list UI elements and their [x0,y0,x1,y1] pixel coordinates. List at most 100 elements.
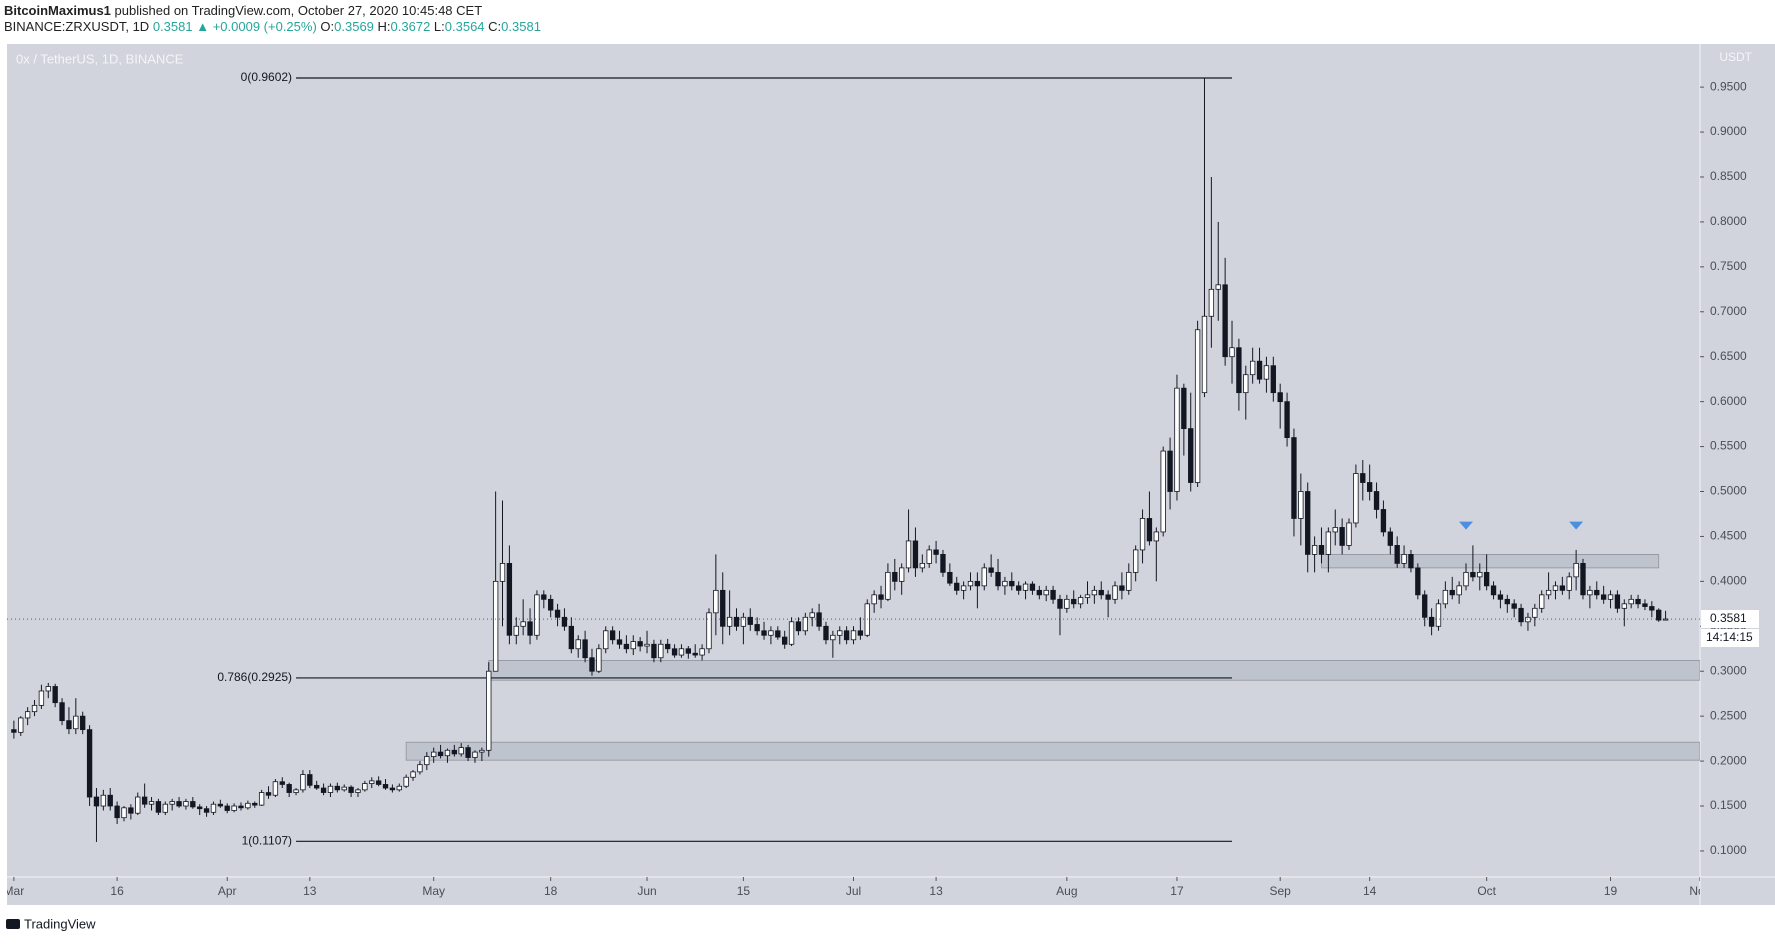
y-axis: 0.10000.15000.20000.25000.30000.35000.40… [1700,79,1759,857]
candle-body [1656,609,1662,621]
candle-body [1077,597,1084,605]
candle-body [527,621,533,636]
candle-body [1339,527,1345,546]
candle-body [403,776,409,787]
candle-body [1532,607,1538,618]
candle-body [375,780,382,785]
candle-body [1428,616,1435,627]
candle-body [926,549,932,564]
x-tick-label: Aug [1056,884,1077,898]
candle-body [1539,594,1545,609]
candle-body [231,805,237,811]
candle-body [568,625,575,650]
candle-body [1284,401,1290,438]
candle-body [548,598,554,611]
candle-body [1009,580,1015,587]
candle-body [1483,571,1490,587]
candle-body [1112,585,1118,600]
candle-body [1353,473,1359,524]
candle-body [919,562,925,569]
y-tick-label: 0.5500 [1710,439,1747,453]
candle-body [699,648,705,656]
candle-body [224,805,230,811]
candle-body [1662,618,1669,621]
candle-body [479,749,485,753]
o-label: O: [320,19,335,34]
x-tick-label: Mar [4,884,25,898]
candle-body [327,785,334,793]
price: 0.3581 [152,19,193,34]
candle-body [135,796,141,814]
y-tick-label: 0.9000 [1710,124,1747,138]
o-value: 0.3569 [334,19,374,34]
x-tick-label: 13 [929,884,943,898]
candle-body [437,751,444,757]
candle-body [389,787,396,791]
candle-body [1525,616,1531,623]
candle-body [1621,603,1627,609]
candle-body [334,785,341,791]
marker [1459,521,1474,530]
candle-body [451,749,458,755]
x-tick-label: 14 [1363,884,1377,898]
candle-body [1635,598,1641,605]
candle-body [816,612,822,627]
candle-body [1366,482,1373,492]
y-tick-label: 0.6500 [1710,349,1747,363]
candle-body [265,792,272,796]
candle-body [128,807,134,814]
candle-body [1071,598,1077,605]
candle-body [747,616,753,625]
y-tick-label: 0.2500 [1710,708,1747,722]
candle-body [1057,598,1063,609]
candle-body [1642,603,1648,607]
candle-body [1208,288,1215,317]
candle-body [878,594,884,600]
candle-body [424,756,430,766]
candle-body [1188,428,1194,483]
last-price-label: 0.3581 [1710,611,1747,625]
candle-body [382,784,389,789]
candle-body [726,616,733,627]
candle-body [169,801,175,805]
candle-body [823,625,829,641]
candle-body [86,729,93,798]
candle-body [1105,594,1111,600]
x-tick-label: Apr [218,884,237,898]
candle-body [1504,598,1510,605]
candle-body [1607,594,1614,600]
candle-body [499,562,506,582]
candle-body [692,652,698,656]
candle-body [954,582,960,591]
h-label: H: [377,19,391,34]
chart-background [7,44,1775,905]
candle-body [1015,585,1022,591]
candle-body [864,603,870,636]
candle-body [431,751,437,757]
candle-body [940,554,946,573]
candle-body [1318,545,1325,555]
candle-body [1387,531,1393,546]
axis-unit: USDT [1719,50,1752,64]
candle-body [1477,571,1483,578]
header-line-1: BitcoinMaximus1 published on TradingView… [4,3,541,19]
candle-body [1463,571,1469,587]
candle-body [857,630,864,636]
candle-body [1153,531,1159,542]
candle-body [155,801,162,813]
x-tick-label: 17 [1170,884,1184,898]
change: ▲ +0.0009 (+0.25%) [196,19,317,34]
candle-body [1229,347,1235,358]
candle-body [795,621,802,632]
candle-body [1600,594,1607,600]
candle-body [1249,360,1256,376]
candle-body [582,639,588,659]
candle-body [286,784,292,793]
candle-body [369,780,375,784]
candle-body [107,794,113,807]
brand: TradingView [24,916,96,931]
candle-body [720,589,726,627]
candle-body [1545,589,1552,596]
candle-body [93,796,100,807]
candle-body [362,783,368,791]
